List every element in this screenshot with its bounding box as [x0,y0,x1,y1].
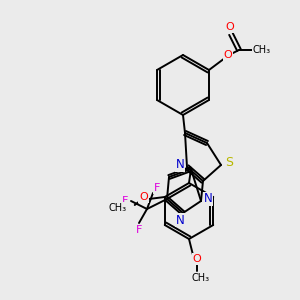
Text: CH₃: CH₃ [192,273,210,283]
Text: O: O [193,254,201,264]
Text: CH₃: CH₃ [109,203,127,213]
Text: O: O [226,22,234,32]
Text: N: N [176,214,184,226]
Text: O: O [140,192,148,202]
Text: F: F [122,196,128,206]
Text: CH₃: CH₃ [253,45,271,55]
Text: S: S [225,157,233,169]
Text: O: O [224,50,232,60]
Text: N: N [176,158,184,172]
Text: F: F [136,225,142,235]
Text: N: N [204,193,212,206]
Text: F: F [154,183,160,193]
